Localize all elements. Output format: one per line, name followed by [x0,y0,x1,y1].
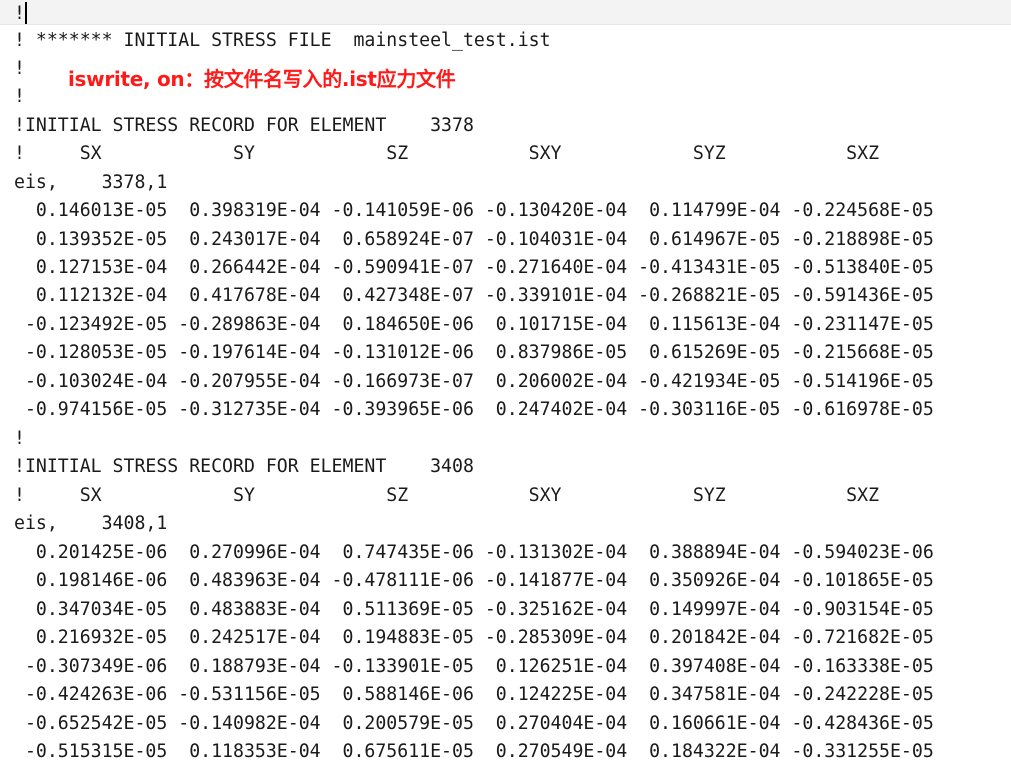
line-21[interactable]: 0.198146E-06 0.483963E-04 -0.478111E-06 … [14,570,934,591]
line-20[interactable]: 0.201425E-06 0.270996E-04 0.747435E-06 -… [14,542,934,563]
line-18[interactable]: ! SX SY SZ SXY SYZ SXZ [14,485,880,506]
line-9[interactable]: 0.139352E-05 0.243017E-04 0.658924E-07 -… [14,229,934,250]
line-12[interactable]: -0.123492E-05 -0.289863E-04 0.184650E-06… [14,314,934,335]
line-10[interactable]: 0.127153E-04 0.266442E-04 -0.590941E-07 … [14,257,934,278]
line-13[interactable]: -0.128053E-05 -0.197614E-04 -0.131012E-0… [14,342,934,363]
line-26[interactable]: -0.652542E-05 -0.140982E-04 0.200579E-05… [14,713,934,734]
line-5[interactable]: !INITIAL STRESS RECORD FOR ELEMENT 3378 [14,115,474,136]
line-11[interactable]: 0.112132E-04 0.417678E-04 0.427348E-07 -… [14,285,934,306]
line-3[interactable]: ! [14,58,25,79]
line-6[interactable]: ! SX SY SZ SXY SYZ SXZ [14,143,880,164]
red-annotation-note: iswrite, on：按文件名写入的.ist应力文件 [68,67,456,91]
line-24[interactable]: -0.307349E-06 0.188793E-04 -0.133901E-05… [14,656,934,677]
line-4[interactable]: ! [14,86,25,107]
text-caret [25,2,27,24]
line-17[interactable]: !INITIAL STRESS RECORD FOR ELEMENT 3408 [14,456,474,477]
line-27[interactable]: -0.515315E-05 0.118353E-04 0.675611E-05 … [14,741,934,762]
line-19[interactable]: eis, 3408,1 [14,513,168,534]
line-14[interactable]: -0.103024E-04 -0.207955E-04 -0.166973E-0… [14,371,934,392]
line-23[interactable]: 0.216932E-05 0.242517E-04 0.194883E-05 -… [14,627,934,648]
line-8[interactable]: 0.146013E-05 0.398319E-04 -0.141059E-06 … [14,200,934,221]
line-1[interactable]: ! [14,3,25,24]
line-25[interactable]: -0.424263E-06 -0.531156E-05 0.588146E-06… [14,684,934,705]
line-15[interactable]: -0.974156E-05 -0.312735E-04 -0.393965E-0… [14,399,934,420]
editor-top-bar [0,0,1011,25]
line-2[interactable]: ! ******* INITIAL STRESS FILE mainsteel_… [14,30,551,51]
line-7[interactable]: eis, 3378,1 [14,172,168,193]
line-22[interactable]: 0.347034E-05 0.483883E-04 0.511369E-05 -… [14,599,934,620]
line-16[interactable]: ! [14,428,25,449]
